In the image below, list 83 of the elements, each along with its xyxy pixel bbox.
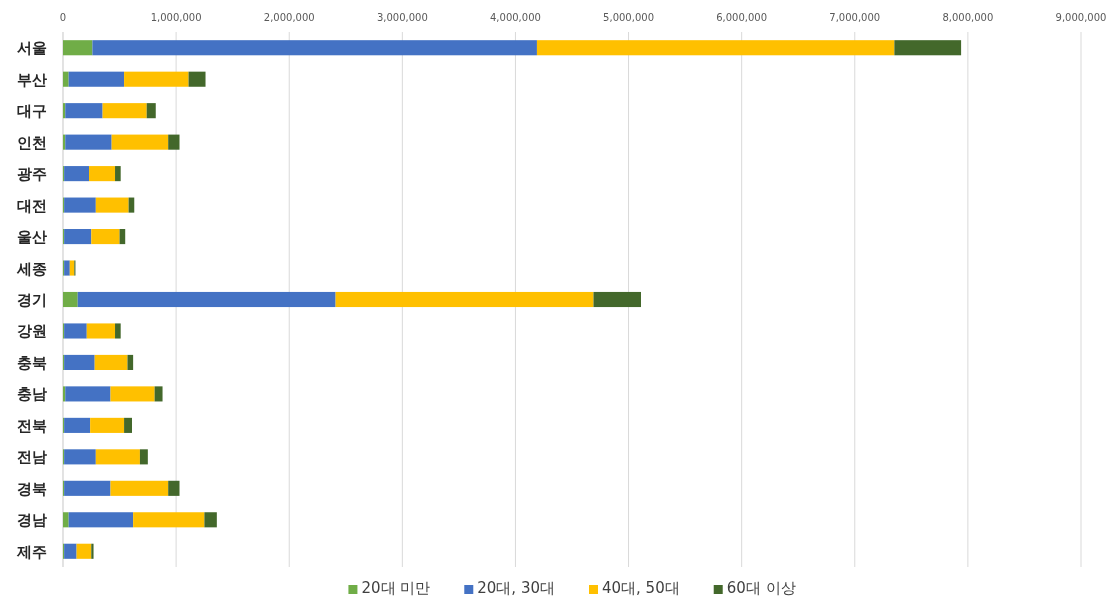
y-tick-label: 서울 xyxy=(17,39,47,58)
bar xyxy=(64,166,90,182)
bar xyxy=(124,71,189,87)
bar xyxy=(110,386,155,402)
bar xyxy=(89,166,116,182)
bar xyxy=(68,512,134,528)
bar xyxy=(92,40,537,56)
bar xyxy=(115,166,121,182)
bar xyxy=(76,543,92,559)
y-tick-label: 강원 xyxy=(17,322,47,341)
bar xyxy=(335,291,594,308)
y-tick-label: 부산 xyxy=(17,70,47,89)
bar xyxy=(64,229,92,245)
x-tick-label: 4,000,000 xyxy=(489,12,541,23)
bar xyxy=(94,354,128,370)
x-tick-label: 6,000,000 xyxy=(716,12,768,23)
bar xyxy=(188,71,206,87)
bar xyxy=(63,71,69,87)
bar xyxy=(536,40,895,56)
legend-label: 60대 이상 xyxy=(726,579,796,597)
bar xyxy=(204,512,217,528)
bar xyxy=(64,480,111,496)
x-tick-label: 8,000,000 xyxy=(942,12,994,23)
bar xyxy=(64,449,96,465)
bar xyxy=(77,291,336,308)
y-tick-label: 인천 xyxy=(17,133,47,152)
bar xyxy=(65,134,112,150)
bar xyxy=(65,103,103,119)
bar xyxy=(102,103,147,119)
bar xyxy=(64,543,77,559)
bar xyxy=(63,40,93,56)
bar xyxy=(154,386,163,402)
bar xyxy=(111,134,169,150)
legend-label: 40대, 50대 xyxy=(602,579,680,597)
bar xyxy=(91,229,120,245)
bar xyxy=(133,512,205,528)
legend-label: 20대 미만 xyxy=(361,579,431,597)
y-tick-label: 세종 xyxy=(16,259,47,278)
bar xyxy=(168,134,180,150)
bar xyxy=(894,40,962,56)
bar xyxy=(146,103,156,119)
bar xyxy=(124,417,132,433)
y-tick-label: 대구 xyxy=(17,102,47,121)
bar xyxy=(64,323,87,339)
bar xyxy=(69,260,75,276)
bar xyxy=(127,354,134,370)
legend-label: 20대, 30대 xyxy=(477,579,555,597)
bar xyxy=(68,71,125,87)
bar xyxy=(64,354,95,370)
x-tick-label: 7,000,000 xyxy=(829,12,881,23)
y-tick-label: 경북 xyxy=(17,479,47,498)
x-tick-label: 5,000,000 xyxy=(603,12,655,23)
y-tick-label: 광주 xyxy=(17,165,47,184)
bar xyxy=(64,197,96,213)
y-tick-label: 충북 xyxy=(17,353,47,372)
bar xyxy=(90,417,125,433)
bar xyxy=(110,480,169,496)
y-tick-label: 충남 xyxy=(17,385,47,404)
bar xyxy=(86,323,116,339)
bar xyxy=(95,449,140,465)
y-tick-label: 전북 xyxy=(17,416,47,435)
y-tick-label: 전남 xyxy=(17,448,47,467)
bar xyxy=(64,260,70,276)
x-tick-label: 0 xyxy=(59,12,67,23)
bar xyxy=(65,386,111,402)
bar xyxy=(64,417,91,433)
x-tick-label: 9,000,000 xyxy=(1055,12,1107,23)
bar xyxy=(168,480,180,496)
bar xyxy=(63,291,78,308)
y-tick-label: 제주 xyxy=(16,542,47,561)
bar xyxy=(63,512,69,528)
x-tick-label: 3,000,000 xyxy=(376,12,428,23)
bar xyxy=(95,197,129,213)
y-tick-label: 울산 xyxy=(17,228,47,247)
x-tick-label: 2,000,000 xyxy=(263,12,315,23)
bar xyxy=(91,543,94,559)
bar xyxy=(593,291,641,308)
x-tick-label: 1,000,000 xyxy=(150,12,202,23)
bar xyxy=(139,449,148,465)
y-tick-label: 경기 xyxy=(17,291,47,309)
y-tick-label: 대전 xyxy=(17,196,47,215)
y-tick-label: 경남 xyxy=(17,511,47,530)
bar xyxy=(115,323,121,339)
